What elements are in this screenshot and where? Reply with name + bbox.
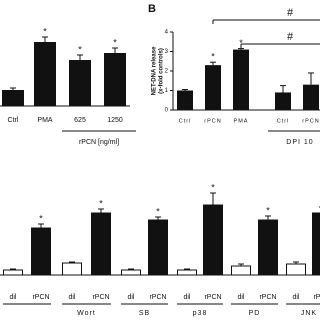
x-tick-label: rPCN — [302, 118, 319, 124]
bar-label: rPCN — [313, 294, 320, 301]
x-tick-label: Ctrl — [8, 117, 19, 124]
bar — [205, 65, 221, 110]
bar-label: rPCN — [32, 294, 49, 301]
x-axis-label: rPCN [ng/ml] — [79, 139, 119, 146]
x-tick-label: PMA — [234, 118, 249, 124]
bar — [121, 269, 141, 276]
y-tick-label: 1 — [165, 88, 169, 94]
x-tick-label: Ctrl — [179, 118, 192, 124]
significance: * — [99, 198, 103, 208]
significance: * — [39, 213, 43, 223]
significance: * — [266, 205, 270, 215]
significance: * — [211, 52, 215, 62]
bar — [2, 90, 24, 106]
bar — [3, 269, 23, 276]
y-tick-label: 3 — [165, 49, 169, 55]
bar — [231, 265, 251, 276]
y-axis-label: (x-fold controls) — [159, 48, 165, 94]
x-tick-label: PMA — [37, 117, 53, 124]
x-tick-label: 625 — [74, 117, 86, 124]
bar — [303, 84, 319, 110]
bar-label: dil — [68, 294, 75, 301]
significance: * — [239, 38, 243, 48]
y-tick-label: 0 — [165, 108, 169, 114]
bar — [62, 262, 82, 276]
group-label: Wort — [77, 310, 96, 317]
bar-label: rPCN — [259, 294, 276, 301]
bar-label: dil — [9, 294, 16, 301]
group-label: DPI 10 — [286, 139, 313, 146]
group-label: JNK — [301, 310, 317, 317]
bracket-label: # — [287, 31, 294, 43]
bar — [258, 219, 278, 276]
bar — [91, 212, 111, 276]
bar — [34, 42, 56, 106]
bar — [31, 227, 51, 276]
significance: * — [156, 206, 160, 216]
bar — [312, 212, 320, 276]
bar — [177, 269, 197, 276]
significance: * — [78, 44, 82, 54]
significance: * — [211, 182, 215, 192]
bracket-label: # — [287, 7, 294, 19]
bar — [203, 204, 223, 276]
x-tick-label: rPCN — [204, 118, 221, 124]
group-label: p38 — [193, 310, 208, 317]
group-label: PD — [249, 310, 261, 317]
x-tick-label: 1250 — [107, 117, 123, 124]
group-label: SB — [139, 310, 150, 317]
x-tick-label: Ctrl — [277, 118, 290, 124]
y-tick-label: 4 — [165, 30, 169, 36]
bar — [275, 92, 291, 110]
bar — [104, 53, 126, 106]
bar — [233, 49, 249, 110]
bar — [286, 263, 306, 276]
bar-label: rPCN — [92, 294, 109, 301]
panel-label: B — [148, 3, 156, 15]
bar-label: dil — [237, 294, 244, 301]
bar — [148, 219, 168, 276]
bar — [69, 60, 91, 106]
significance: * — [113, 37, 117, 47]
bar-label: rPCN — [204, 294, 221, 301]
bar-label: dil — [292, 294, 299, 301]
bar-label: dil — [183, 294, 190, 301]
bar — [177, 90, 193, 110]
y-axis-label: NET-DNA release — [152, 46, 158, 95]
significance: * — [43, 26, 47, 36]
y-tick-label: 2 — [165, 69, 169, 75]
bar-label: rPCN — [149, 294, 166, 301]
bar-label: dil — [127, 294, 134, 301]
